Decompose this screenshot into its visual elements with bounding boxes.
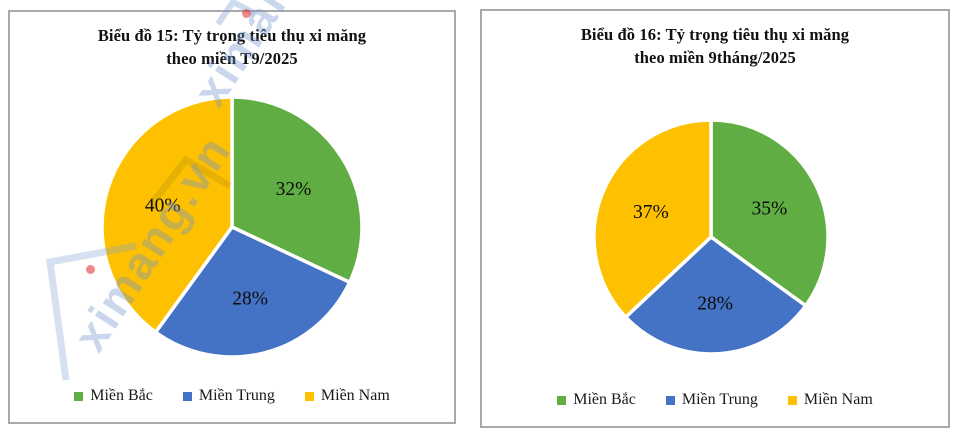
legend-swatch-mien-bac xyxy=(74,391,84,401)
pie-data-label: 28% xyxy=(232,289,268,310)
pie-chart-t9-2025: 32% 28% 40% xyxy=(100,95,364,359)
pie-data-label: 40% xyxy=(145,196,181,217)
legend: Miền Bắc Miền Trung Miền Nam xyxy=(482,391,948,409)
legend-label: Miền Trung xyxy=(681,391,758,408)
pie-slice-miền-bắc xyxy=(230,95,364,285)
legend-item-mien-bac: Miền Bắc xyxy=(74,387,153,405)
legend-item-mien-trung: Miền Trung xyxy=(665,391,758,409)
legend-item-mien-nam: Miền Nam xyxy=(787,391,873,409)
legend-label: Miền Nam xyxy=(803,391,873,408)
pie-slice-miền-nam xyxy=(592,118,713,319)
pie-data-label: 28% xyxy=(697,293,733,314)
legend-label: Miền Nam xyxy=(320,387,390,404)
chart-panel-bieu-do-16: Biểu đồ 16: Tỷ trọng tiêu thụ xi măng th… xyxy=(480,9,950,428)
legend-swatch-mien-nam xyxy=(787,395,797,405)
pie-data-label: 32% xyxy=(276,179,312,200)
legend-swatch-mien-trung xyxy=(665,395,675,405)
legend-label: Miền Bắc xyxy=(90,387,153,404)
legend-swatch-mien-trung xyxy=(182,391,192,401)
legend-item-mien-nam: Miền Nam xyxy=(304,387,390,405)
legend-label: Miền Trung xyxy=(198,387,275,404)
chart-title: Biểu đồ 16: Tỷ trọng tiêu thụ xi măng th… xyxy=(580,25,850,67)
legend-swatch-mien-nam xyxy=(304,391,314,401)
chart-panel-bieu-do-15: Biểu đồ 15: Tỷ trọng tiêu thụ xi măng th… xyxy=(8,10,456,424)
legend-label: Miền Bắc xyxy=(573,391,636,408)
pie-chart-9thang-2025: 35% 28% 37% xyxy=(592,118,830,356)
legend: Miền Bắc Miền Trung Miền Nam xyxy=(10,387,454,405)
chart-title: Biểu đồ 15: Tỷ trọng tiêu thụ xi măng th… xyxy=(97,26,367,68)
legend-swatch-mien-bac xyxy=(557,395,567,405)
legend-item-mien-bac: Miền Bắc xyxy=(557,391,636,409)
pie-data-label: 35% xyxy=(752,198,788,219)
pie-slice-miền-nam xyxy=(100,95,234,334)
pie-data-label: 37% xyxy=(633,202,669,223)
pie-slice-miền-trung xyxy=(153,225,352,359)
pie-slice-miền-bắc xyxy=(709,118,830,308)
legend-item-mien-trung: Miền Trung xyxy=(182,387,275,405)
pie-slice-miền-trung xyxy=(623,235,808,356)
